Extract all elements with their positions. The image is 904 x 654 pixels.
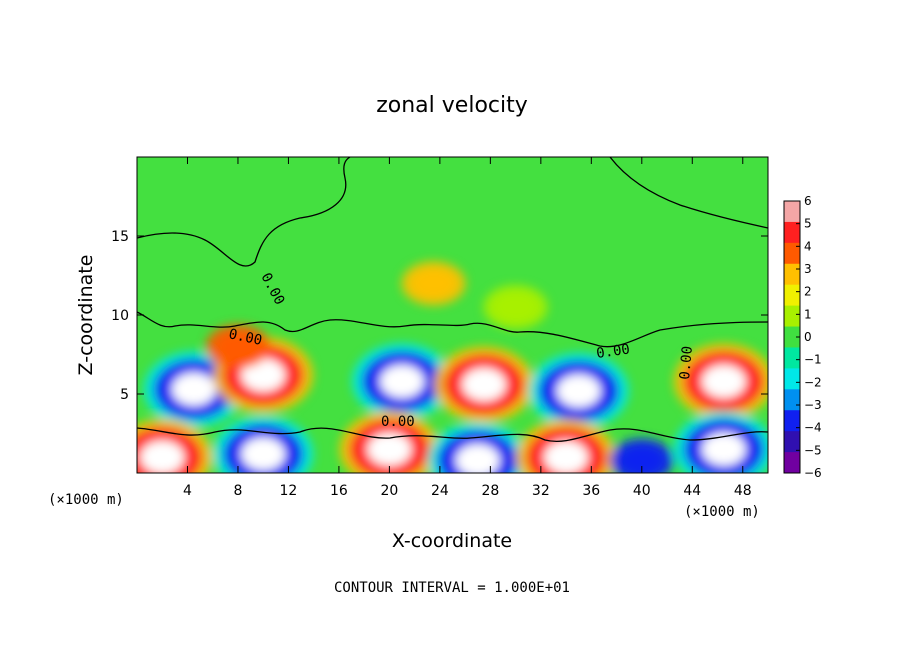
colorbar-tick-label: −6 [804, 466, 822, 480]
x-unit-left: (×1000 m) [48, 492, 124, 508]
colorbar-swatch [784, 368, 800, 390]
contour-label-1: 0.00 [227, 326, 263, 349]
colorbar-swatch [784, 221, 800, 244]
colorbar: 6 5 4 3 2 1 0 −1 −2 −3 −4 −5 −6 [783, 194, 822, 480]
x-axis-ticks: 4 8 12 16 20 24 28 32 36 40 44 48 [183, 157, 752, 499]
colorbar-tick-label: −2 [804, 375, 822, 389]
colorbar-swatch [784, 389, 800, 411]
colorbar-swatch [784, 326, 800, 348]
feature-core [701, 364, 746, 398]
x-axis-label: X-coordinate [392, 530, 512, 552]
y-tick-label: 5 [120, 387, 129, 403]
colorbar-swatch [784, 201, 800, 223]
feature-core [701, 432, 746, 466]
feature-core [367, 432, 412, 466]
colorbar-tick-label: 4 [804, 239, 812, 253]
colorbar-swatch [784, 347, 800, 369]
chart-title: zonal velocity [376, 93, 528, 118]
y-tick-label: 15 [111, 229, 129, 245]
feature-core [544, 440, 589, 473]
colorbar-tick-label: −4 [804, 421, 822, 435]
colorbar-tick-label: −1 [804, 353, 822, 367]
heatmap-field [137, 157, 768, 473]
colorbar-swatch [784, 242, 800, 265]
zero-contour-top [137, 157, 351, 267]
colorbar-swatch [784, 284, 800, 307]
contour-interval-footer: CONTOUR INTERVAL = 1.000E+01 [334, 580, 570, 596]
x-tick-label: 32 [532, 483, 550, 499]
colorbar-swatch [784, 431, 800, 453]
x-tick-label: 44 [683, 483, 701, 499]
feature-ring [411, 269, 456, 298]
feature-core [241, 437, 286, 471]
contour-label-4: 0.00 [595, 341, 631, 362]
zero-contour-right [609, 157, 768, 229]
feature-core [380, 364, 425, 398]
y-axis-label: Z-coordinate [75, 255, 97, 376]
colorbar-tick-label: −5 [804, 443, 822, 457]
colorbar-tick-label: 2 [804, 285, 812, 299]
zero-contour-upper [137, 311, 768, 348]
contour-label-5: 0.00 [677, 345, 696, 380]
colorbar-swatch [784, 263, 800, 286]
colorbar-swatch [784, 452, 800, 474]
x-tick-label: 40 [633, 483, 651, 499]
feature-core [462, 368, 507, 402]
x-tick-label: 48 [734, 483, 752, 499]
x-tick-label: 16 [330, 483, 348, 499]
x-unit-right: (×1000 m) [684, 504, 760, 520]
feature-core [171, 372, 216, 406]
x-tick-label: 4 [183, 483, 192, 499]
x-tick-label: 24 [431, 483, 449, 499]
x-tick-label: 28 [481, 483, 499, 499]
x-tick-label: 12 [280, 483, 298, 499]
y-axis-ticks: 5 10 15 [111, 229, 768, 403]
colorbar-swatch [784, 305, 800, 328]
feature-core [241, 358, 286, 392]
colorbar-tick-label: −3 [804, 398, 822, 412]
feature-core [556, 374, 601, 408]
contour-label-3: 0.00 [381, 414, 415, 430]
y-tick-label: 10 [111, 308, 129, 324]
colorbar-tick-label: 0 [804, 330, 812, 344]
heatmap-features [137, 261, 768, 473]
feature-ring [619, 446, 664, 473]
colorbar-swatch [784, 410, 800, 432]
x-tick-label: 8 [233, 483, 242, 499]
feature-core [140, 440, 185, 473]
x-tick-label: 20 [380, 483, 398, 499]
feature-ring [215, 332, 260, 361]
colorbar-tick-label: 1 [804, 307, 812, 321]
zero-contour-lower [137, 427, 768, 442]
colorbar-tick-label: 6 [804, 194, 812, 208]
feature-core [455, 443, 500, 473]
colorbar-tick-label: 3 [804, 262, 812, 276]
x-tick-label: 36 [582, 483, 600, 499]
feature-ring [493, 293, 538, 322]
colorbar-tick-label: 5 [804, 217, 812, 231]
